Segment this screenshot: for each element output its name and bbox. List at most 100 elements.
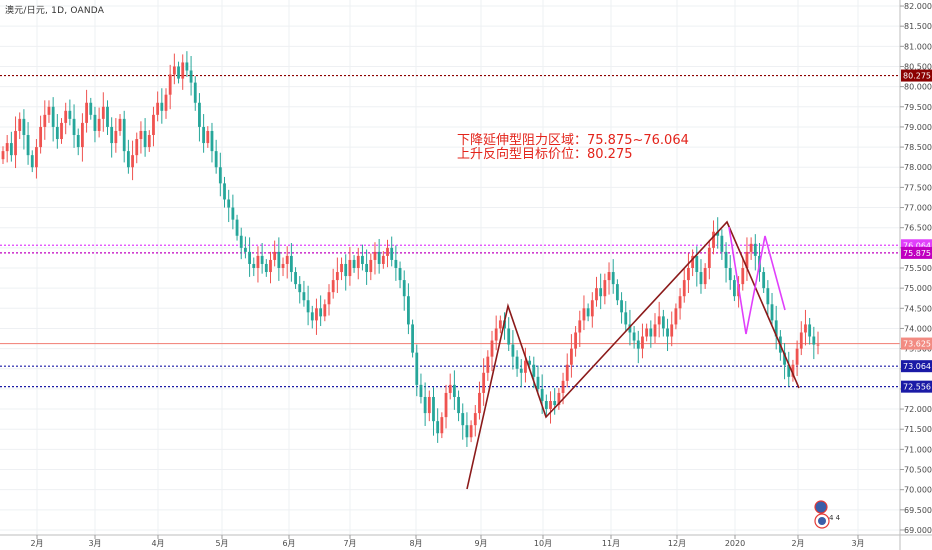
candle-body xyxy=(578,320,582,333)
candle-body xyxy=(352,259,356,268)
y-tick-label: 75.000 xyxy=(904,284,932,293)
candle-body xyxy=(507,328,511,345)
candle-body xyxy=(666,328,669,337)
x-tick-label: 4月 xyxy=(151,539,164,548)
x-tick-label: 3月 xyxy=(851,539,864,548)
candle-body xyxy=(645,328,649,337)
candle-body xyxy=(202,126,206,144)
candle-body xyxy=(160,102,164,111)
candle-body xyxy=(549,401,552,410)
candle-body xyxy=(122,118,126,152)
candle-body xyxy=(599,288,603,297)
y-tick-label: 81.000 xyxy=(904,42,932,51)
candle-body xyxy=(277,251,281,268)
price-level-value: 73.064 xyxy=(903,362,931,371)
candle-body xyxy=(561,380,565,393)
candle-body xyxy=(411,324,414,353)
candle-body xyxy=(22,118,26,135)
candle-body xyxy=(365,263,369,273)
candle-body xyxy=(682,280,686,297)
candle-body xyxy=(306,300,310,313)
candle-body xyxy=(595,288,598,301)
candle-body xyxy=(570,348,573,365)
candle-body xyxy=(582,308,586,321)
candle-body xyxy=(39,126,43,148)
candle-body xyxy=(553,401,557,406)
grid-lines xyxy=(0,0,900,535)
candle-body xyxy=(670,324,674,337)
candle-body xyxy=(147,135,151,148)
candle-body xyxy=(407,296,410,325)
candle-body xyxy=(498,320,502,329)
candle-body xyxy=(440,417,444,434)
candle-body xyxy=(118,118,122,131)
candle-body xyxy=(770,304,774,321)
candle-body xyxy=(641,336,644,349)
candle-body xyxy=(515,356,519,369)
price-level-badge xyxy=(901,360,932,373)
candle-body xyxy=(235,219,239,236)
x-tick-label: 2月 xyxy=(30,539,43,548)
x-tick-label: 3月 xyxy=(88,539,101,548)
candle-body xyxy=(678,296,682,309)
candle-body xyxy=(812,336,816,345)
candle-body xyxy=(139,130,143,140)
candle-body xyxy=(536,376,540,389)
svg-text:4 4: 4 4 xyxy=(829,514,841,522)
candle-body xyxy=(35,147,38,168)
y-tick-label: 77.000 xyxy=(904,204,932,213)
y-tick-label: 69.500 xyxy=(904,506,932,515)
candle-body xyxy=(762,272,766,289)
candle-body xyxy=(695,255,699,273)
candle-body xyxy=(361,255,364,264)
x-tick-label: 10月 xyxy=(534,539,552,548)
price-level-value: 73.625 xyxy=(903,340,931,349)
candle-body xyxy=(774,320,778,337)
candle-body xyxy=(177,66,180,79)
candle-body xyxy=(164,94,168,111)
candle-body xyxy=(590,300,594,317)
candle-body xyxy=(574,332,577,349)
y-tick-label: 72.000 xyxy=(904,405,932,414)
candle-body xyxy=(804,324,807,333)
candle-body xyxy=(89,102,93,115)
candle-body xyxy=(565,364,569,381)
x-tick-label: 8月 xyxy=(409,539,422,548)
candle-body xyxy=(348,259,352,277)
candle-body xyxy=(482,372,486,393)
candle-body xyxy=(9,143,13,156)
y-tick-label: 78.500 xyxy=(904,143,932,152)
candle-body xyxy=(248,251,251,264)
candle-body xyxy=(373,251,377,260)
candle-body xyxy=(381,255,385,264)
x-tick-label: 11月 xyxy=(602,539,620,548)
price-level-badge xyxy=(901,246,932,259)
time-axis[interactable]: 2月 3月 4月 5月 6月 7月 8月 9月 10月 11月 12月 2020 2月 3月 xyxy=(0,534,932,548)
candle-body xyxy=(469,425,473,438)
candle-body xyxy=(490,340,494,357)
price-axis[interactable]: 69.000 69.500 70.000 70.500 71.000 71.500 72.0… xyxy=(899,0,932,550)
y-tick-label: 70.500 xyxy=(904,466,932,475)
candle-body xyxy=(185,62,189,71)
resistance-zone-text: 下降延伸型阻力区域：75.875~76.064 xyxy=(457,133,689,148)
y-tick-label: 80.500 xyxy=(904,62,932,71)
candle-body xyxy=(674,308,678,325)
candle-body xyxy=(101,106,105,119)
candle-body xyxy=(624,312,628,325)
candle-body xyxy=(511,344,515,357)
candle-body xyxy=(1,151,5,160)
candle-body xyxy=(795,348,799,365)
candle-body xyxy=(745,251,749,268)
candle-body xyxy=(131,155,134,168)
candle-body xyxy=(649,328,653,337)
y-tick-label: 78.000 xyxy=(904,163,932,172)
candle-body xyxy=(5,143,9,152)
price-level-lines xyxy=(0,74,900,388)
candle-body xyxy=(528,360,532,365)
candle-body xyxy=(298,284,302,293)
wave-line xyxy=(466,220,800,490)
candle-body xyxy=(607,272,611,281)
candle-body xyxy=(615,284,619,301)
